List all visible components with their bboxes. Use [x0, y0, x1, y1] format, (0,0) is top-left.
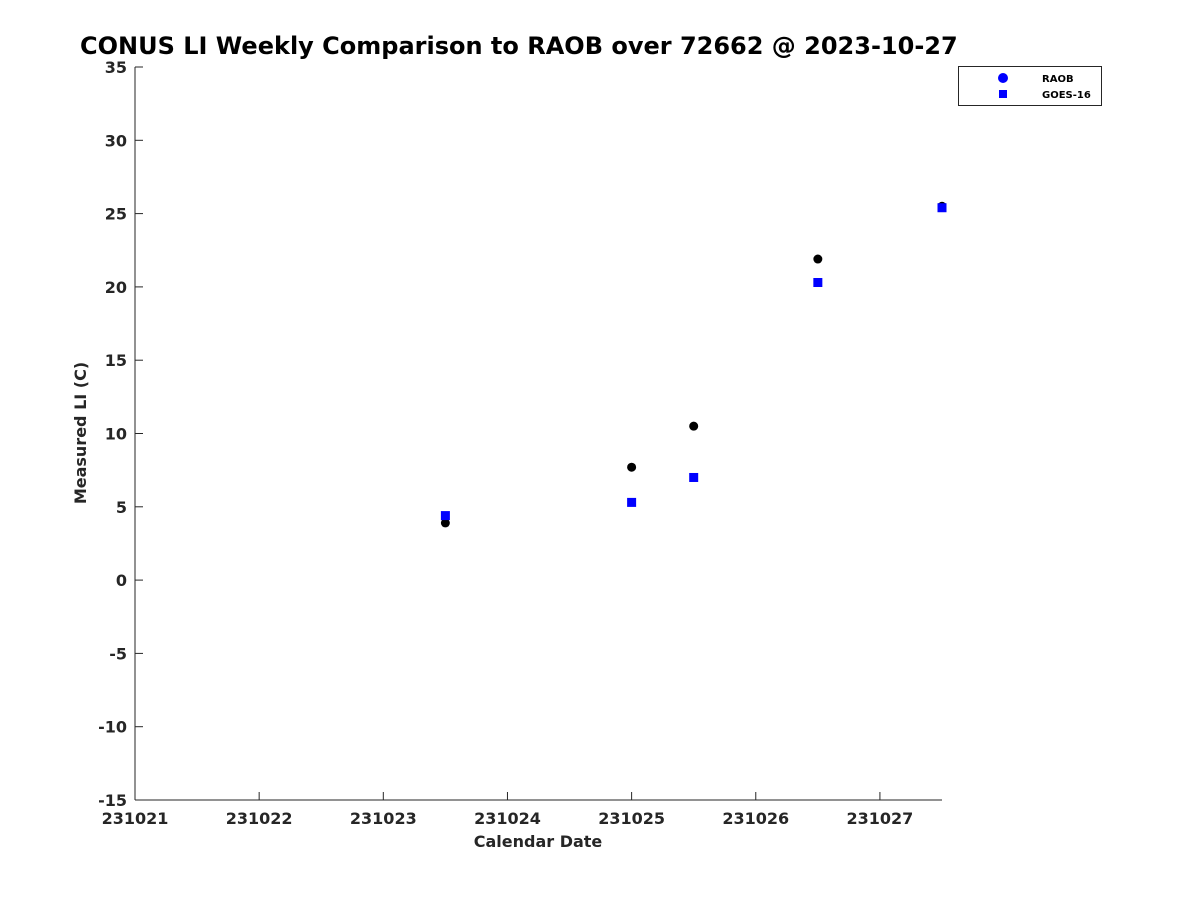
- goes-16-point: [689, 472, 699, 482]
- raob-point: [627, 462, 637, 472]
- y-tick-label: 30: [105, 131, 127, 150]
- goes-16-point: [440, 511, 450, 521]
- y-tick-label: 35: [105, 58, 127, 77]
- legend: RAOB GOES-16: [958, 66, 1102, 106]
- axes: 231021 231022 231023 231024 231025 231026 2310…: [98, 58, 942, 828]
- goes-16-point: [813, 278, 823, 288]
- series-raob: [440, 201, 947, 528]
- y-tick-label: 0: [116, 571, 127, 590]
- y-tick-label: -10: [98, 718, 127, 737]
- series-goes-16: [440, 203, 947, 521]
- legend-label: GOES-16: [1042, 90, 1091, 101]
- x-axis-label: Calendar Date: [474, 832, 603, 851]
- legend-box: [958, 66, 1102, 106]
- data-marks: [440, 201, 947, 528]
- y-tick-label: 25: [105, 205, 127, 224]
- y-tick-label: 20: [105, 278, 127, 297]
- chart-title: CONUS LI Weekly Comparison to RAOB over …: [80, 32, 958, 60]
- y-tick-label: 5: [116, 498, 127, 517]
- x-tick-label: 231021: [102, 809, 169, 828]
- legend-marker-raob: [998, 73, 1008, 83]
- y-tick-label: -15: [98, 791, 127, 810]
- raob-point: [440, 518, 450, 528]
- raob-point: [689, 421, 699, 431]
- x-tick-label: 231027: [847, 809, 914, 828]
- y-tick-label: -5: [109, 644, 127, 663]
- x-tick-label: 231025: [598, 809, 665, 828]
- legend-marker-goes-16: [999, 90, 1007, 98]
- y-axis-label: Measured LI (C): [71, 362, 90, 504]
- y-tick-label: 15: [105, 351, 127, 370]
- legend-label: RAOB: [1042, 74, 1074, 85]
- x-tick-label: 231024: [474, 809, 541, 828]
- y-tick-label: 10: [105, 425, 127, 444]
- goes-16-point: [627, 497, 637, 507]
- goes-16-point: [937, 203, 947, 213]
- x-tick-label: 231026: [722, 809, 789, 828]
- raob-point: [813, 254, 823, 264]
- x-tick-label: 231022: [226, 809, 293, 828]
- x-tick-label: 231023: [350, 809, 417, 828]
